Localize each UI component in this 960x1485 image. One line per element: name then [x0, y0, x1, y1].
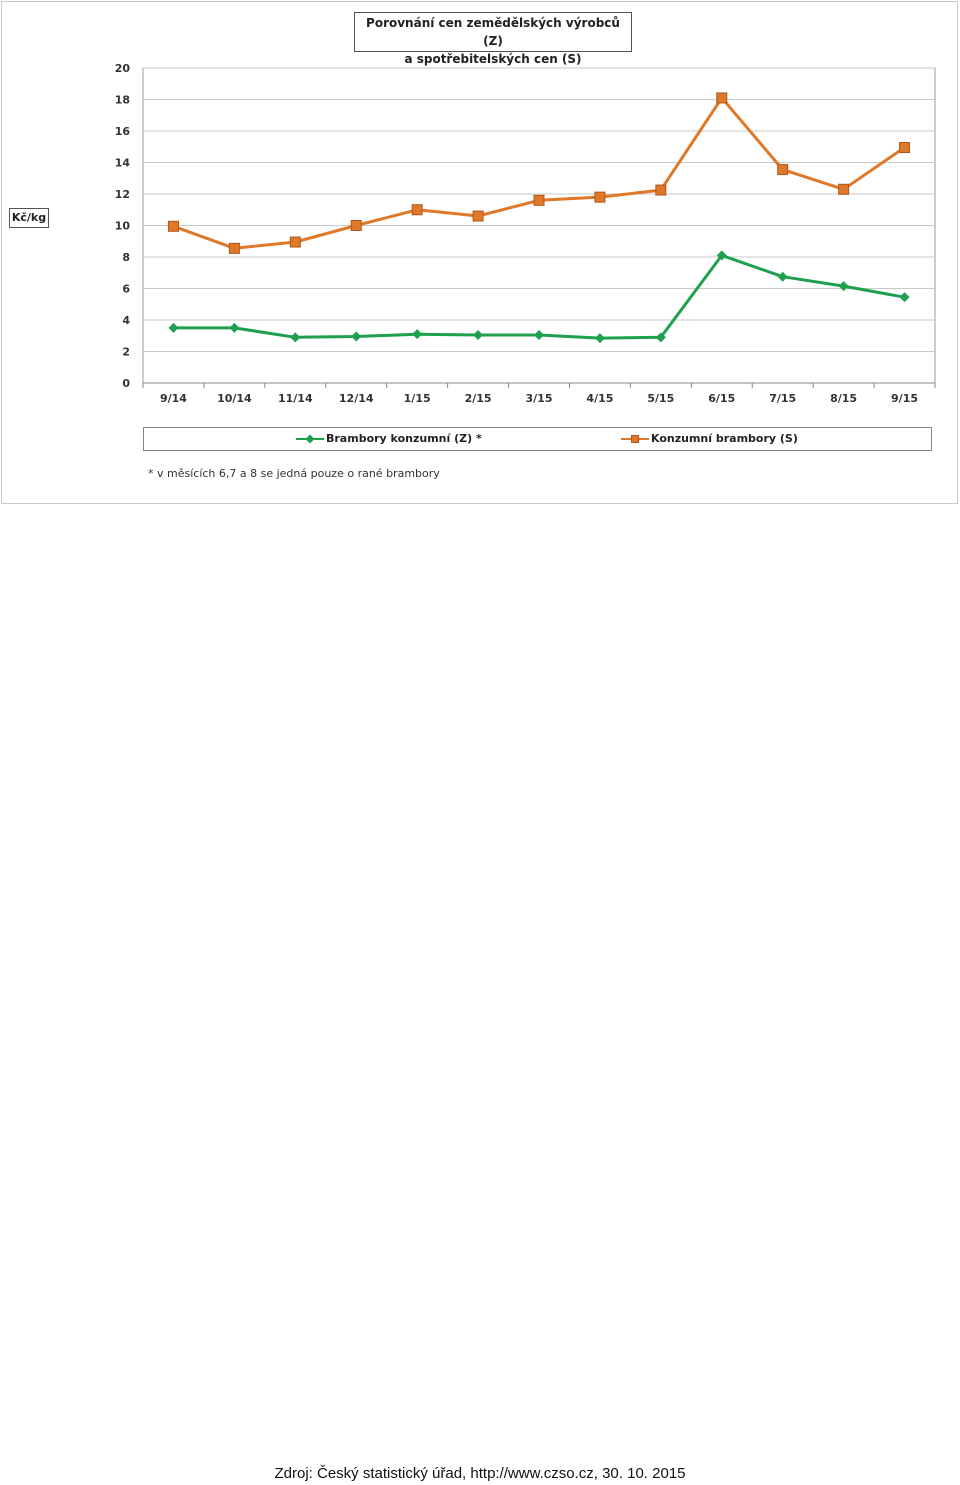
data-point-series-1 [838, 281, 849, 292]
y-axis-label: Kč/kg [9, 208, 49, 228]
data-point-series-1 [290, 332, 301, 343]
data-point-series-1 [594, 333, 605, 344]
y-tick-label: 8 [122, 251, 130, 264]
legend-item-series-2: Konzumní brambory (S) [621, 432, 798, 445]
data-point-series-1 [351, 331, 362, 342]
legend-swatch-series-2 [621, 433, 649, 445]
data-point-series-1 [534, 329, 544, 340]
chart-title-line-1: Porovnání cen zemědělských výrobců (Z) [366, 16, 620, 48]
y-tick-label: 10 [115, 220, 131, 233]
legend-label-series-1: Brambory konzumní (Z) * [326, 432, 482, 445]
data-point-series-2 [777, 164, 789, 176]
data-point-series-1 [777, 271, 788, 282]
legend-label-series-2: Konzumní brambory (S) [651, 432, 798, 445]
data-point-series-2 [716, 92, 728, 104]
chart-title-line-2: a spotřebitelských cen (S) [404, 52, 582, 66]
y-tick-label: 20 [115, 62, 131, 75]
chart-title: Porovnání cen zemědělských výrobců (Z) a… [354, 12, 632, 66]
data-point-series-2 [289, 236, 301, 248]
y-tick-label: 4 [122, 314, 130, 327]
x-tick-label: 6/15 [708, 392, 735, 405]
legend-swatch-series-1 [296, 433, 324, 445]
data-point-series-1 [473, 329, 484, 340]
y-tick-label: 6 [122, 283, 130, 296]
x-tick-label: 12/14 [339, 392, 374, 405]
data-point-series-2 [472, 210, 484, 222]
data-point-series-2 [594, 191, 606, 203]
data-point-series-2 [167, 220, 179, 232]
x-tick-label: 9/14 [160, 392, 187, 405]
data-point-series-1 [412, 329, 423, 340]
data-point-series-2 [228, 242, 240, 254]
x-tick-label: 11/14 [278, 392, 313, 405]
data-point-series-2 [350, 220, 362, 231]
y-tick-label: 2 [122, 346, 130, 359]
data-point-series-1 [655, 332, 666, 343]
data-point-series-1 [229, 322, 240, 333]
legend-item-series-1: Brambory konzumní (Z) * [296, 432, 482, 445]
x-tick-label: 8/15 [830, 392, 857, 405]
chart-footnote: * v měsících 6,7 a 8 se jedná pouze o ra… [148, 467, 440, 480]
x-tick-label: 4/15 [586, 392, 613, 405]
x-tick-label: 1/15 [404, 392, 431, 405]
x-tick-label: 2/15 [465, 392, 492, 405]
x-tick-label: 7/15 [769, 392, 796, 405]
chart-legend: Brambory konzumní (Z) * Konzumní brambor… [143, 427, 932, 451]
x-tick-label: 10/14 [217, 392, 252, 405]
y-tick-label: 12 [115, 188, 130, 201]
data-point-series-2 [533, 194, 545, 206]
x-tick-label: 5/15 [647, 392, 674, 405]
y-tick-label: 16 [115, 125, 131, 138]
data-point-series-2 [899, 142, 911, 154]
data-point-series-2 [411, 204, 423, 216]
data-point-series-1 [899, 292, 910, 303]
x-tick-label: 3/15 [526, 392, 553, 405]
y-tick-label: 18 [115, 94, 130, 107]
y-tick-label: 14 [115, 157, 131, 170]
x-tick-label: 9/15 [891, 392, 918, 405]
data-point-series-1 [716, 250, 727, 261]
data-point-series-1 [168, 322, 179, 333]
data-point-series-2 [838, 183, 850, 195]
y-tick-label: 0 [122, 377, 130, 390]
data-point-series-2 [655, 184, 667, 196]
source-note: Zdroj: Český statistický úřad, http://ww… [274, 1465, 686, 1482]
line-chart-plot: 0 2 4 6 8 10 12 14 16 18 20 9/14 10/14 11/14 12/14 1/15… [115, 62, 936, 405]
